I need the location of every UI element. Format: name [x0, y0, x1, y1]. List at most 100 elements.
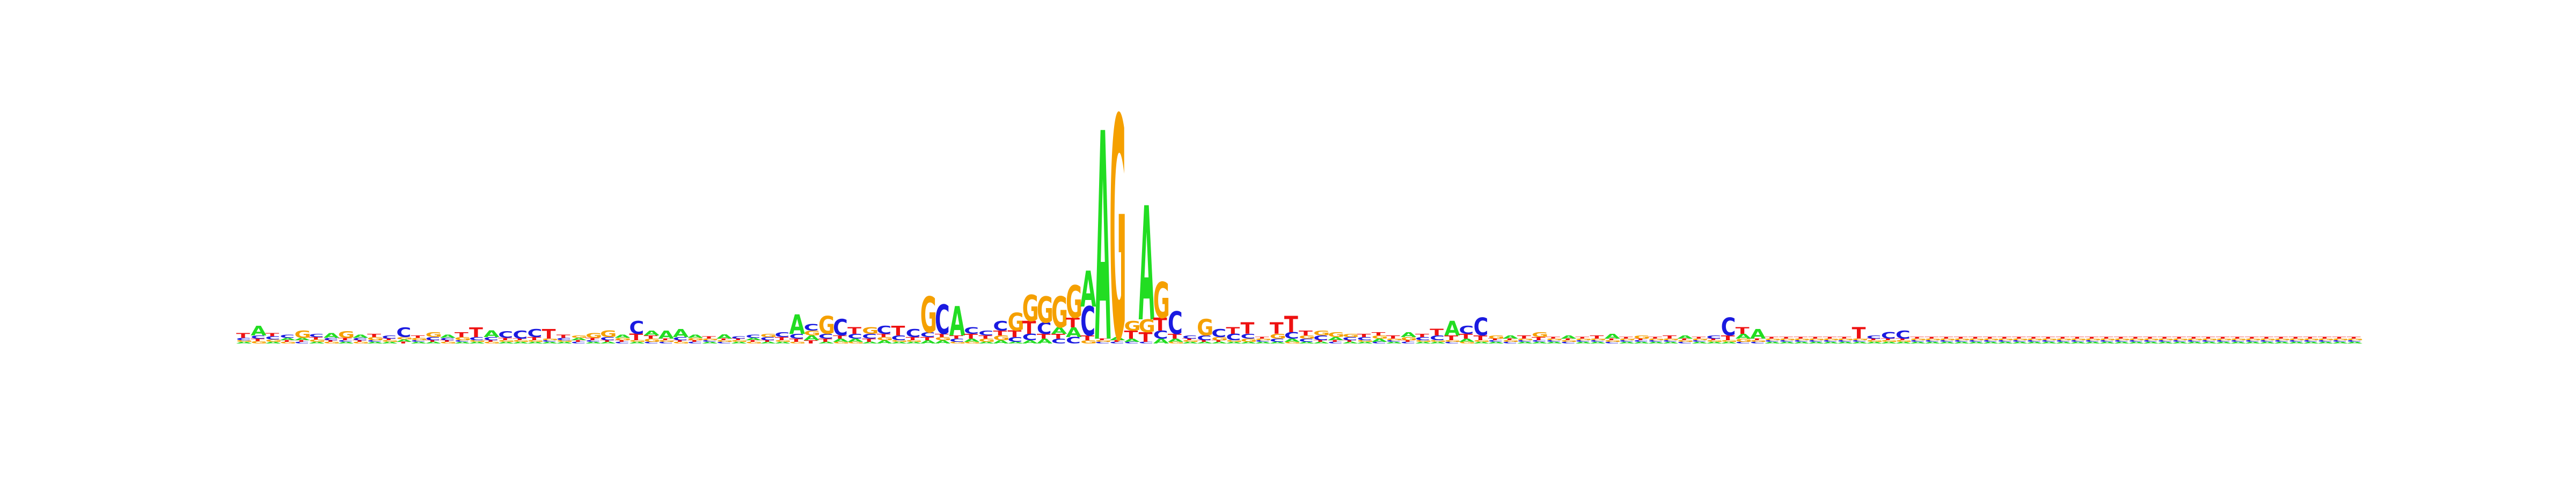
- logo-letter-c: C: [2012, 340, 2027, 342]
- logo-letter-t: T: [455, 331, 469, 339]
- logo-letter-g: G: [2085, 338, 2102, 341]
- logo-letter-g: G: [1037, 290, 1053, 331]
- logo-letter-a: A: [978, 341, 994, 344]
- logo-letter-c: C: [571, 341, 586, 344]
- logo-letter-a: A: [2332, 341, 2348, 344]
- logo-letter-a: A: [1750, 326, 1766, 342]
- logo-letter-c: C: [847, 333, 862, 341]
- logo-letter-a: A: [251, 323, 267, 339]
- logo-letter-g: G: [353, 341, 369, 344]
- logo-letter-g: G: [818, 311, 835, 340]
- logo-letter-c: C: [1008, 336, 1023, 344]
- logo-letter-g: G: [702, 338, 719, 341]
- logo-letter-g: G: [920, 287, 937, 344]
- logo-letter-a: A: [2128, 341, 2145, 344]
- logo-letter-a: A: [396, 339, 412, 342]
- logo-letter-c: C: [294, 341, 309, 344]
- logo-letter-c: C: [324, 337, 339, 341]
- logo-letter-t: T: [949, 334, 963, 340]
- logo-letter-g: G: [1838, 338, 1854, 341]
- logo-letter-t: T: [1051, 333, 1066, 341]
- logo-letter-c: C: [455, 340, 470, 342]
- logo-letter-g: G: [1721, 340, 1738, 342]
- logo-letter-a: A: [1313, 341, 1329, 344]
- logo-letter-t: T: [1619, 336, 1634, 339]
- logo-letter-t: T: [1401, 340, 1415, 342]
- logo-letter-c: C: [1037, 319, 1052, 338]
- logo-letter-c: C: [1924, 340, 1940, 342]
- logo-letter-c: C: [411, 340, 426, 342]
- logo-letter-t: T: [1794, 336, 1808, 339]
- logo-letter-c: C: [1080, 299, 1095, 346]
- logo-letter-a: A: [906, 341, 922, 344]
- logo-letter-t: T: [702, 335, 716, 339]
- logo-letter-g: G: [1313, 330, 1330, 338]
- logo-letter-c: C: [2332, 340, 2347, 342]
- logo-letter-c: C: [1634, 340, 1649, 342]
- logo-letter-g: G: [2274, 338, 2290, 341]
- logo-letter-c: C: [1022, 332, 1037, 342]
- logo-letter-a: A: [1299, 341, 1315, 344]
- logo-letter-t: T: [1546, 336, 1561, 339]
- logo-letter-t: T: [993, 330, 1007, 338]
- logo-letter-t: T: [745, 340, 760, 342]
- logo-letter-g: G: [1168, 341, 1184, 344]
- logo-letter-g: G: [1080, 339, 1097, 345]
- logo-letter-a: A: [1168, 338, 1184, 343]
- logo-letter-g: G: [1459, 341, 1475, 344]
- logo-letter-a: A: [891, 341, 908, 344]
- logo-letter-t: T: [1430, 327, 1444, 338]
- logo-letter-c: C: [440, 337, 455, 341]
- logo-letter-g: G: [1357, 340, 1373, 342]
- logo-letter-c: C: [1182, 334, 1197, 340]
- logo-letter-g: G: [1881, 340, 1898, 342]
- logo-letter-t: T: [2187, 336, 2201, 339]
- logo-letter-g: G: [2259, 338, 2276, 341]
- logo-letter-c: C: [2055, 340, 2070, 342]
- logo-letter-c: C: [775, 331, 790, 339]
- logo-letter-t: T: [1008, 329, 1022, 339]
- logo-letter-t: T: [1022, 318, 1037, 338]
- logo-letter-t: T: [1779, 336, 1794, 339]
- logo-letter-t: T: [1605, 338, 1619, 341]
- logo-letter-t: T: [2274, 336, 2288, 339]
- logo-letter-g: G: [2245, 338, 2262, 341]
- logo-letter-c: C: [891, 334, 906, 342]
- logo-letter-a: A: [2318, 341, 2334, 344]
- logo-letter-t: T: [2085, 336, 2099, 339]
- logo-letter-g: G: [614, 337, 631, 341]
- logo-letter-g: G: [1241, 338, 1257, 343]
- logo-letter-g: G: [2332, 338, 2349, 341]
- logo-letter-g: G: [2041, 338, 2058, 341]
- logo-letter-a: A: [1488, 341, 1504, 344]
- logo-letter-c: C: [2099, 340, 2114, 342]
- logo-letter-g: G: [1255, 338, 1272, 341]
- logo-letter-g: G: [1430, 340, 1446, 342]
- logo-letter-c: C: [1823, 340, 1838, 342]
- logo-letter-c: C: [353, 337, 368, 341]
- logo-letter-t: T: [1954, 336, 1968, 339]
- logo-letter-c: C: [1997, 340, 2012, 342]
- logo-letter-a: A: [1968, 341, 1985, 344]
- logo-letter-g: G: [2172, 338, 2189, 341]
- logo-letter-a: A: [1838, 341, 1854, 344]
- logo-letter-c: C: [716, 341, 731, 344]
- logo-letter-g: G: [1954, 338, 1971, 341]
- logo-letter-a: A: [993, 339, 1009, 345]
- logo-letter-a: A: [2099, 341, 2116, 344]
- logo-letter-c: C: [1299, 338, 1314, 343]
- logo-letter-a: A: [1328, 336, 1344, 341]
- logo-letter-a: A: [1051, 326, 1067, 336]
- logo-letter-t: T: [1095, 338, 1109, 341]
- logo-letter-t: T: [2172, 336, 2186, 339]
- logo-letter-a: A: [1605, 333, 1621, 341]
- logo-letter-c: C: [745, 334, 760, 339]
- logo-letter-c: C: [2070, 340, 2085, 342]
- logo-letter-t: T: [498, 337, 513, 341]
- logo-letter-g: G: [2055, 338, 2072, 341]
- logo-letter-g: G: [1342, 333, 1359, 338]
- logo-letter-c: C: [643, 341, 658, 344]
- logo-letter-c: C: [2041, 340, 2056, 342]
- logo-letter-g: G: [1109, 55, 1126, 409]
